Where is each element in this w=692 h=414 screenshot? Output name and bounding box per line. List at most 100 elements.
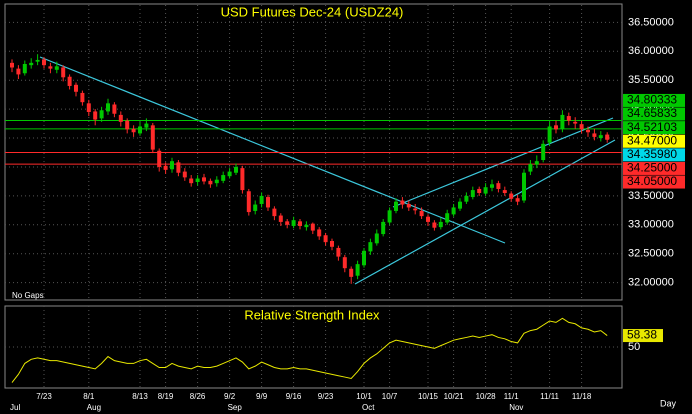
candle-body bbox=[131, 128, 136, 133]
candle-body bbox=[170, 161, 174, 170]
y-tick-label: 35.50000 bbox=[628, 74, 674, 86]
marks bbox=[5, 54, 622, 383]
candle-body bbox=[368, 242, 373, 252]
candle-body bbox=[234, 166, 238, 173]
candle-body bbox=[374, 233, 379, 244]
x-tick-label: 9/16 bbox=[286, 392, 302, 401]
level-label: 34.65833 bbox=[627, 106, 677, 120]
candle-body bbox=[195, 178, 200, 182]
candle-body bbox=[214, 179, 219, 184]
month-label: Oct bbox=[362, 403, 375, 412]
month-label: Sep bbox=[228, 403, 243, 412]
y-tick-label: 32.00000 bbox=[628, 277, 674, 289]
y-tick-label: 50 bbox=[628, 341, 640, 353]
candle-body bbox=[246, 191, 251, 213]
candle-body bbox=[42, 59, 46, 66]
y-tick-label: 32.50000 bbox=[628, 248, 674, 260]
level-label-bg bbox=[623, 93, 685, 107]
candle-body bbox=[106, 103, 110, 112]
candle-body bbox=[86, 103, 91, 113]
labels: 32.0000032.5000033.0000033.5000034.00000… bbox=[10, 16, 685, 412]
candle-body bbox=[330, 241, 334, 247]
candle-body bbox=[317, 229, 322, 237]
candle-body bbox=[426, 216, 430, 222]
x-tick-label: 11/18 bbox=[572, 392, 592, 401]
level-label: 34.47000 bbox=[627, 133, 677, 147]
candle-body bbox=[48, 66, 53, 69]
x-tick-label: 10/1 bbox=[356, 392, 372, 401]
candle-body bbox=[458, 201, 462, 209]
candle-body bbox=[445, 213, 450, 223]
candle-body bbox=[419, 210, 424, 217]
candle-body bbox=[29, 62, 34, 66]
last-value-label: 58.38 bbox=[627, 328, 657, 342]
candle-body bbox=[528, 164, 533, 172]
candle-body bbox=[163, 165, 168, 170]
trend-line bbox=[354, 139, 616, 285]
x-tick-label: 10/7 bbox=[382, 392, 398, 401]
last-value-bg bbox=[623, 329, 663, 343]
candle-body bbox=[112, 104, 117, 114]
candle-body bbox=[579, 124, 584, 130]
candle-body bbox=[586, 129, 590, 133]
candle-body bbox=[291, 220, 296, 226]
y-tick-label: 36.00000 bbox=[628, 45, 674, 57]
indicator-line bbox=[11, 317, 608, 383]
candle-body bbox=[74, 84, 78, 92]
candle-body bbox=[336, 247, 341, 257]
level-label: 34.80333 bbox=[627, 93, 677, 107]
candle-body bbox=[355, 264, 360, 276]
candle-body bbox=[573, 121, 578, 124]
candle-body bbox=[221, 175, 226, 181]
candle-body bbox=[125, 120, 130, 130]
x-tick-label: 7/23 bbox=[36, 392, 52, 401]
x-tick-label: 8/26 bbox=[190, 392, 206, 401]
note: No Gaps bbox=[12, 291, 44, 300]
candle-body bbox=[227, 171, 232, 177]
candle-body bbox=[547, 126, 552, 143]
candle-body bbox=[138, 126, 142, 134]
candle-body bbox=[560, 114, 565, 129]
x-tick-label: 11/1 bbox=[504, 392, 520, 401]
candle-body bbox=[541, 143, 546, 161]
candle-body bbox=[592, 133, 597, 137]
y-tick-label: 36.50000 bbox=[628, 16, 674, 28]
candle-body bbox=[605, 134, 610, 140]
candle-body bbox=[381, 221, 386, 235]
candle-body bbox=[477, 188, 482, 193]
x-tick-label: 8/13 bbox=[132, 392, 148, 401]
candle-body bbox=[509, 193, 514, 199]
candle-body bbox=[278, 215, 283, 222]
candle-body bbox=[413, 208, 418, 211]
candle-body bbox=[598, 135, 603, 139]
month-label: Nov bbox=[509, 403, 523, 412]
level-label-bg bbox=[623, 107, 685, 121]
candle-body bbox=[182, 171, 187, 178]
level-label-bg bbox=[623, 161, 685, 175]
x-tick-label: 8/19 bbox=[158, 392, 174, 401]
candle-body bbox=[490, 184, 494, 188]
trend-line bbox=[392, 117, 614, 208]
candle-body bbox=[496, 183, 501, 189]
candle-body bbox=[362, 250, 366, 266]
x-tick-label: 10/28 bbox=[476, 392, 497, 401]
candle-body bbox=[349, 268, 354, 277]
y-tick-label: 33.50000 bbox=[628, 190, 674, 202]
candle-body bbox=[176, 162, 181, 173]
candle-body bbox=[67, 76, 72, 86]
candle-body bbox=[189, 178, 194, 184]
level-label: 34.25000 bbox=[627, 161, 677, 175]
x-tick-label: 8/1 bbox=[83, 392, 95, 401]
candle-body bbox=[144, 123, 149, 128]
candle-body bbox=[438, 221, 443, 228]
candle-body bbox=[342, 257, 347, 269]
candle-body bbox=[118, 114, 123, 122]
candle-body bbox=[93, 111, 98, 120]
level-label: 34.52103 bbox=[627, 120, 677, 134]
x-tick-label: 9/2 bbox=[224, 392, 236, 401]
level-label-bg bbox=[623, 121, 685, 135]
candle-body bbox=[61, 67, 66, 78]
indicator-title: Relative Strength Index bbox=[244, 307, 380, 322]
